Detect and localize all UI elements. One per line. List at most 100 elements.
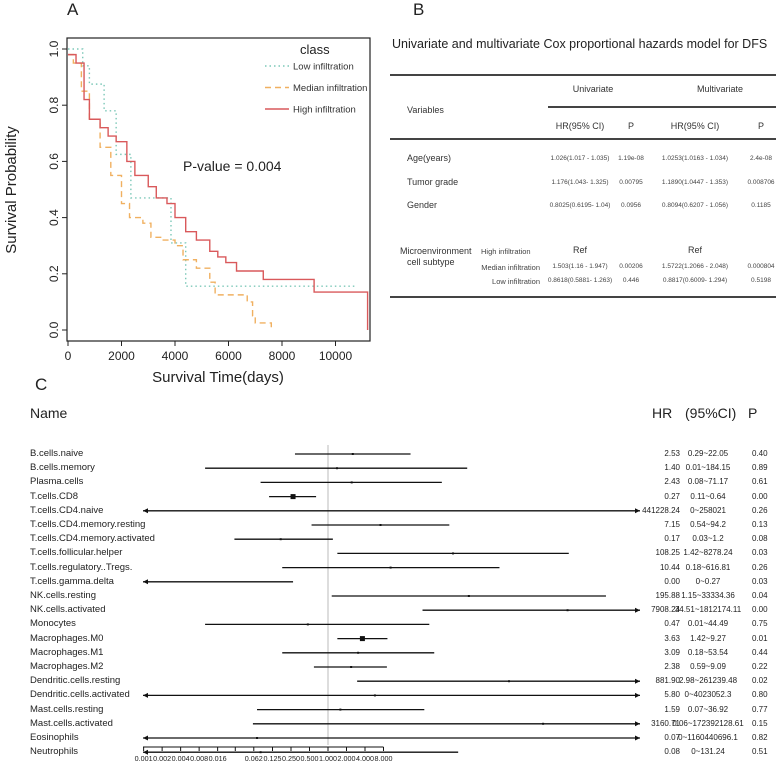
x-tick-label: 0.001 bbox=[135, 754, 153, 763]
point-estimate bbox=[279, 538, 282, 541]
km-survival-chart: 0 2000 4000 6000 8000 10000 0.0 0.2 0.4 0.6 0.8 1.0… bbox=[3, 37, 371, 386]
x-tick-label: 0.250 bbox=[282, 754, 300, 763]
left-arrow bbox=[143, 579, 148, 585]
forest-row-name: Macrophages.M0 bbox=[30, 632, 104, 644]
forest-row-p: 0.13 bbox=[752, 520, 768, 529]
multi-hr: Ref bbox=[687, 245, 703, 255]
forest-row-hr: 881.90 bbox=[655, 676, 680, 686]
x-tick-label: 0 bbox=[65, 349, 72, 363]
forest-row-name: Macrophages.M2 bbox=[30, 661, 104, 672]
forest-row-name: Eosinophils bbox=[30, 732, 79, 743]
table-group-rule bbox=[548, 106, 776, 108]
forest-row-name: Plasma.cells bbox=[30, 476, 84, 488]
forest-row-hr: 3.09 bbox=[664, 647, 680, 657]
right-arrow bbox=[635, 678, 640, 684]
plot-frame bbox=[66, 37, 371, 342]
forest-row-name: T.cells.gamma.delta bbox=[30, 575, 114, 587]
forest-row-hr: 7.15 bbox=[664, 520, 680, 529]
y-axis-label: Survival Probability bbox=[3, 126, 20, 254]
x-tick-label: 0.500 bbox=[301, 754, 319, 763]
forest-row-ci: 0.01~184.15 bbox=[685, 463, 731, 473]
point-estimate bbox=[350, 666, 353, 668]
table-top-rule bbox=[390, 74, 776, 76]
forest-row-p: 0.02 bbox=[752, 676, 768, 686]
x-tick-label: 1.000 bbox=[319, 754, 337, 763]
panel-label-a: A bbox=[67, 0, 79, 19]
forest-row-ci: 1.42~9.27 bbox=[690, 633, 726, 643]
p-value-annotation: P-value = 0.004 bbox=[183, 158, 282, 174]
right-arrow bbox=[635, 607, 640, 613]
forest-row-p: 0.82 bbox=[752, 733, 768, 742]
forest-row-ci: 0.06~172392128.61 bbox=[672, 718, 744, 728]
point-estimate bbox=[290, 494, 296, 500]
forest-row-hr: 195.88 bbox=[655, 591, 680, 600]
legend-label: High infiltration bbox=[293, 105, 356, 116]
subrow-label: Low infiltration bbox=[492, 277, 540, 286]
forest-row-ci: 0.18~616.81 bbox=[685, 562, 731, 572]
forest-row-ci: 34.51~1812174.11 bbox=[674, 605, 742, 615]
forest-row-hr: 0.27 bbox=[664, 491, 680, 501]
forest-row-name: T.cells.CD8 bbox=[30, 490, 79, 502]
point-estimate bbox=[357, 651, 360, 654]
point-estimate bbox=[335, 467, 338, 470]
multi-hr: 0.8817(0.6009- 1.294) bbox=[662, 277, 728, 284]
right-arrow bbox=[635, 508, 640, 514]
x-tick-label: 0.002 bbox=[153, 754, 171, 763]
forest-row-hr: 7908.24 bbox=[651, 605, 680, 615]
uni-p: 0.446 bbox=[622, 277, 640, 284]
forest-row-name: T.cells.CD4.memory.activated bbox=[30, 533, 155, 545]
forest-row-name: Mast.cells.activated bbox=[30, 717, 113, 729]
uni-p: 0.00206 bbox=[619, 263, 643, 270]
multi-hr: 1.0253(1.0163 - 1.034) bbox=[661, 155, 729, 162]
km-curve-low-infiltration bbox=[68, 48, 357, 287]
x-tick-label: 2000 bbox=[108, 349, 135, 363]
multi-hr-header: HR(95% CI) bbox=[670, 121, 720, 131]
forest-row-ci: 0.01~44.49 bbox=[687, 619, 729, 629]
x-tick-label: 8.000 bbox=[375, 754, 393, 763]
forest-row-ci: 0.54~94.2 bbox=[690, 520, 726, 529]
forest-row-p: 0.01 bbox=[752, 633, 768, 643]
forest-row-p: 0.03 bbox=[752, 576, 768, 586]
y-tick-label: 0.0 bbox=[47, 321, 61, 338]
x-tick-label: 0.125 bbox=[264, 754, 282, 763]
forest-row-ci: 0.11~0.64 bbox=[690, 491, 726, 501]
uni-hr: Ref bbox=[572, 245, 588, 255]
uni-hr: 0.8025(0.6195- 1.04) bbox=[549, 202, 611, 209]
forest-p-header: P bbox=[748, 405, 758, 421]
forest-row-name: Dendritic.cells.resting bbox=[30, 675, 121, 687]
table-bottom-rule bbox=[390, 296, 776, 298]
subrow-label: Median infiltration bbox=[481, 263, 540, 272]
uni-p-header: P bbox=[627, 121, 635, 131]
forest-row-name: Macrophages.M1 bbox=[30, 646, 104, 658]
forest-row-hr: 2.53 bbox=[664, 449, 680, 458]
forest-row-ci: 0~1160440696.1 bbox=[678, 733, 738, 742]
point-estimate bbox=[339, 708, 342, 711]
left-arrow bbox=[143, 749, 148, 755]
forest-name-header: Name bbox=[30, 405, 68, 421]
forest-row-name: B.cells.naive bbox=[30, 448, 84, 459]
x-axis-label: Survival Time(days) bbox=[152, 369, 284, 386]
uni-hr: 1.026(1.017 - 1.035) bbox=[550, 155, 610, 162]
forest-row-ci: 0.08~71.17 bbox=[687, 477, 729, 487]
point-estimate bbox=[351, 453, 354, 455]
forest-row-ci: 0.07~36.92 bbox=[687, 704, 729, 714]
forest-row-ci: 1.42~8278.24 bbox=[683, 548, 733, 558]
multi-p: 0.008706 bbox=[747, 179, 775, 186]
forest-row-hr: 108.25 bbox=[655, 548, 680, 558]
point-estimate bbox=[256, 737, 259, 739]
forest-row-ci: 0.29~22.05 bbox=[687, 449, 729, 458]
y-tick-label: 0.6 bbox=[47, 153, 61, 170]
point-estimate bbox=[359, 636, 365, 642]
point-estimate bbox=[542, 722, 545, 725]
uni-hr: 0.8618(0.5881- 1.263) bbox=[547, 277, 613, 284]
x-tick-label: 2.000 bbox=[338, 754, 356, 763]
forest-row-hr: 5.80 bbox=[664, 690, 680, 700]
forest-row-p: 0.00 bbox=[752, 605, 768, 615]
multi-p: 2.4e-08 bbox=[749, 155, 773, 162]
forest-hr-header: HR bbox=[652, 405, 673, 421]
forest-row-p: 0.00 bbox=[752, 491, 768, 501]
x-tick-label: 0.062 bbox=[245, 754, 263, 763]
uni-hr: 1.176(1.043- 1.325) bbox=[551, 179, 609, 186]
multi-p: 0.000804 bbox=[747, 263, 775, 270]
forest-row-p: 0.40 bbox=[752, 449, 768, 458]
